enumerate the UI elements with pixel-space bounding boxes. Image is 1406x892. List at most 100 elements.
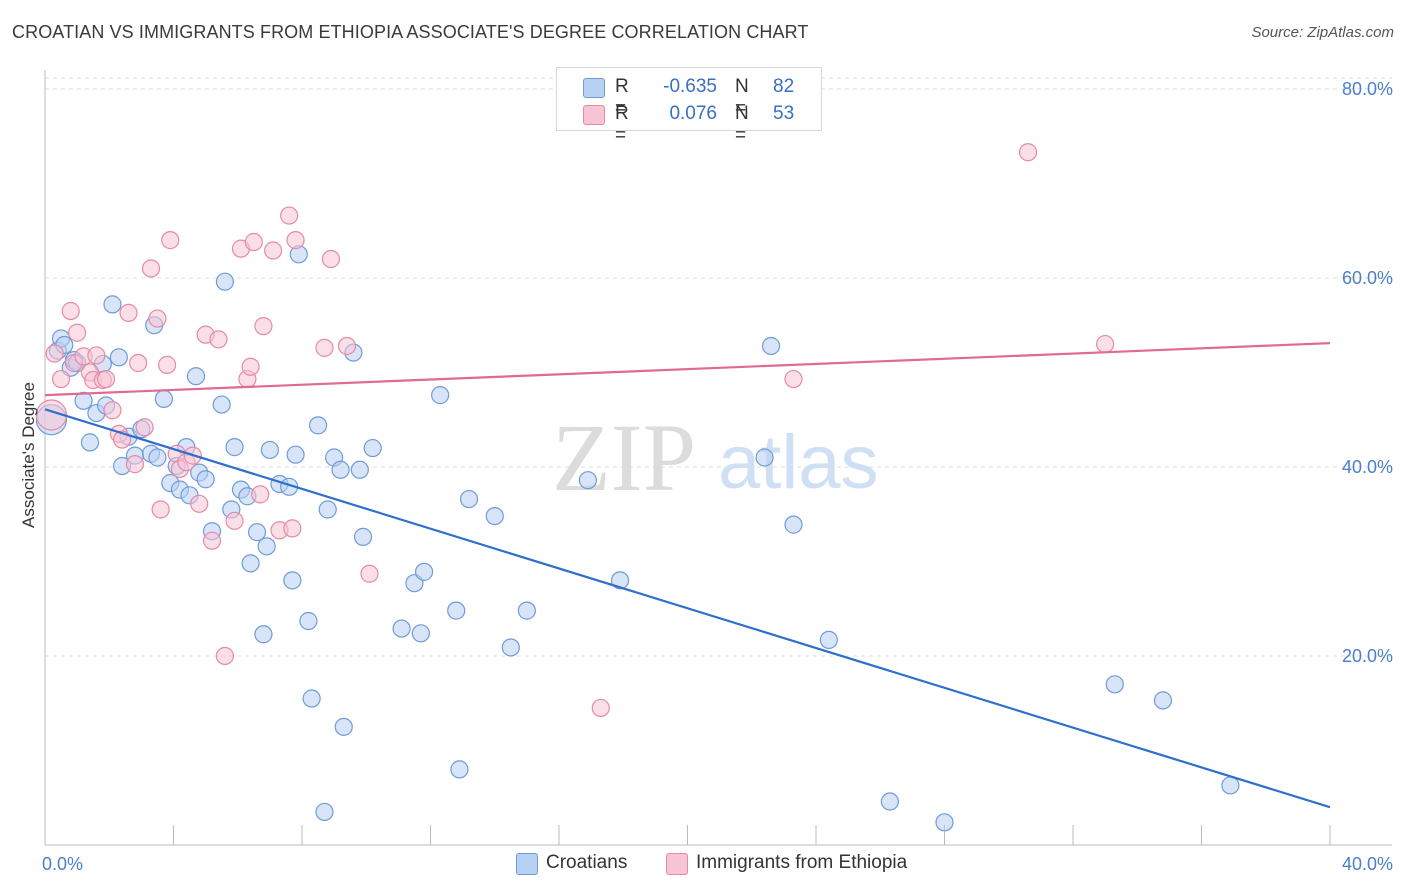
data-point: [154, 389, 173, 409]
data-point: [51, 369, 71, 389]
data-point: [161, 231, 180, 250]
data-point: [363, 438, 382, 458]
data-point: [215, 272, 234, 291]
data-point: [244, 232, 263, 252]
data-point: [209, 330, 228, 349]
data-point: [212, 395, 231, 414]
x-tick-label: 0.0%: [42, 854, 83, 874]
y-tick-label: 80.0%: [1342, 79, 1393, 99]
data-point: [318, 500, 337, 519]
data-point: [1153, 691, 1173, 710]
data-point: [61, 301, 80, 321]
data-point: [353, 527, 373, 546]
data-point: [251, 485, 270, 504]
data-point: [190, 494, 209, 513]
data-point: [819, 630, 838, 650]
y-axis-label: Associate's Degree: [19, 382, 38, 528]
data-point: [485, 506, 504, 526]
data-point: [302, 689, 321, 708]
legend-r-value: 0.076: [669, 103, 717, 124]
data-point: [241, 554, 260, 573]
legend-item-label: Croatians: [546, 852, 628, 873]
series-legend: Croatians Immigrants from Ethiopia: [0, 852, 1406, 878]
legend-swatch-pink: [666, 853, 688, 875]
data-point: [45, 344, 64, 363]
data-point: [263, 241, 283, 260]
series-ethiopia: [35, 143, 1115, 718]
data-point: [247, 523, 267, 542]
data-point: [1221, 776, 1240, 795]
data-point: [129, 353, 148, 373]
data-point: [337, 336, 357, 356]
data-point: [431, 386, 450, 405]
data-point: [283, 519, 302, 538]
data-point: [459, 489, 479, 509]
data-point: [501, 638, 520, 657]
data-point: [141, 259, 161, 278]
data-point: [784, 515, 803, 534]
data-point: [87, 346, 106, 365]
data-point: [257, 537, 276, 556]
data-point: [196, 470, 215, 489]
legend-item-label: Immigrants from Ethiopia: [696, 852, 908, 873]
data-point: [308, 416, 328, 435]
data-point: [119, 303, 138, 322]
data-point: [414, 562, 434, 581]
data-point: [68, 323, 87, 342]
legend-r-label: R =: [615, 76, 629, 119]
legend-n-value: 82: [773, 76, 795, 97]
y-tick-label: 60.0%: [1342, 268, 1393, 288]
data-point: [392, 619, 411, 638]
watermark-atlas: atlas: [718, 420, 879, 505]
trend-lines: [44, 342, 1331, 809]
trend-line-ethiopia: [44, 342, 1331, 397]
data-point: [360, 564, 379, 583]
data-point: [151, 500, 170, 519]
data-point: [591, 698, 610, 718]
data-point: [225, 438, 244, 457]
data-point: [148, 309, 167, 328]
data-point: [215, 646, 234, 666]
legend-swatch-blue: [583, 78, 605, 98]
data-point: [610, 571, 630, 590]
legend-n-label: N =: [735, 76, 749, 119]
data-point: [784, 369, 803, 389]
data-point: [202, 531, 222, 550]
data-point: [254, 317, 273, 336]
data-point: [241, 357, 260, 376]
data-point: [315, 338, 334, 357]
x-tick-labels: 0.0% 40.0%: [42, 854, 1393, 874]
data-point: [1105, 675, 1124, 694]
data-point: [103, 295, 122, 314]
data-point: [321, 249, 341, 269]
data-point: [1096, 334, 1115, 354]
data-point: [74, 391, 93, 410]
data-point: [286, 445, 305, 464]
data-point: [260, 440, 279, 460]
data-point: [411, 624, 430, 643]
legend-n-label: N =: [735, 103, 749, 146]
watermark: ZIP atlas: [552, 404, 879, 511]
data-point: [315, 802, 334, 822]
data-point: [80, 433, 100, 452]
legend-swatch-blue: [516, 853, 538, 875]
y-tick-labels: 20.0% 40.0% 60.0% 80.0%: [1342, 79, 1393, 666]
data-point: [109, 348, 128, 367]
axes: [44, 70, 1392, 846]
data-point: [935, 813, 954, 832]
data-point: [517, 601, 536, 620]
data-point: [148, 448, 167, 467]
legend-swatch-pink: [583, 105, 605, 125]
chart-title: CROATIAN VS IMMIGRANTS FROM ETHIOPIA ASS…: [12, 22, 809, 42]
data-point: [755, 448, 774, 467]
data-point: [280, 206, 299, 225]
data-point: [225, 511, 244, 530]
y-tick-label: 40.0%: [1342, 457, 1393, 477]
legend-r-label: R =: [615, 103, 629, 146]
data-point: [450, 760, 469, 779]
data-point: [125, 455, 145, 474]
legend-n-value: 53: [773, 103, 795, 124]
data-point: [880, 792, 899, 811]
data-point: [331, 460, 350, 479]
data-point: [1018, 143, 1038, 162]
